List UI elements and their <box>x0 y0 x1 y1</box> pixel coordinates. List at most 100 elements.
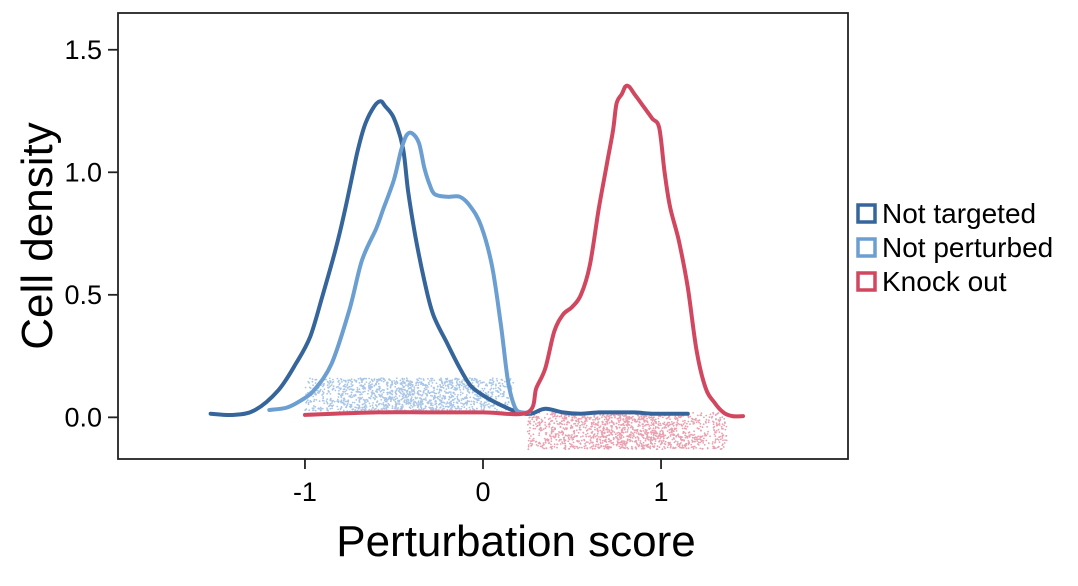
jitter-point <box>619 419 622 422</box>
jitter-point <box>506 396 508 399</box>
jitter-point <box>632 433 635 435</box>
jitter-point <box>643 416 646 418</box>
jitter-point <box>437 409 440 411</box>
jitter-point <box>647 438 650 441</box>
jitter-point <box>442 401 445 404</box>
jitter-point <box>433 395 436 398</box>
jitter-point <box>568 447 571 450</box>
jitter-point <box>476 395 479 398</box>
jitter-point <box>631 447 634 450</box>
jitter-point <box>447 385 450 388</box>
jitter-point <box>470 403 472 406</box>
jitter-point <box>721 423 724 425</box>
jitter-point <box>690 433 693 436</box>
jitter-point <box>385 400 388 403</box>
jitter-point <box>443 396 446 399</box>
jitter-point <box>412 403 415 406</box>
jitter-point <box>485 401 487 404</box>
jitter-point <box>580 439 583 442</box>
jitter-point <box>577 423 579 425</box>
jitter-point <box>484 384 487 387</box>
jitter-point <box>400 408 403 411</box>
jitter-point <box>575 417 577 419</box>
jitter-point <box>695 438 698 441</box>
jitter-point <box>642 423 644 426</box>
jitter-point <box>319 409 322 412</box>
jitter-point <box>601 439 604 442</box>
jitter-point <box>497 386 500 389</box>
jitter-point <box>615 422 618 425</box>
jitter-point <box>662 416 664 419</box>
jitter-point <box>498 395 500 397</box>
jitter-point <box>660 429 663 432</box>
jitter-point <box>661 448 664 451</box>
jitter-point <box>375 396 378 398</box>
jitter-point <box>393 380 396 382</box>
jitter-point <box>582 422 584 424</box>
jitter-point <box>492 405 495 407</box>
jitter-point <box>394 398 397 401</box>
jitter-point <box>482 404 485 407</box>
jitter-point <box>481 387 484 390</box>
jitter-point <box>527 448 530 451</box>
jitter-point <box>322 400 325 402</box>
jitter-point <box>467 386 470 389</box>
jitter-point <box>594 445 597 447</box>
jitter-point <box>496 379 499 382</box>
jitter-point <box>703 432 706 435</box>
jitter-point <box>618 433 621 436</box>
jitter-point <box>336 377 339 380</box>
jitter-point <box>642 417 645 420</box>
jitter-point <box>321 390 324 393</box>
jitter-point <box>567 420 569 423</box>
jitter-point <box>700 412 703 415</box>
jitter-point <box>632 415 634 418</box>
jitter-point <box>368 396 370 399</box>
jitter-point <box>398 399 401 402</box>
jitter-point <box>390 383 393 386</box>
jitter-point <box>368 382 370 385</box>
jitter-point <box>526 430 529 433</box>
jitter-point <box>531 442 533 445</box>
jitter-point <box>552 416 554 418</box>
jitter-point <box>585 433 587 436</box>
jitter-point <box>368 402 371 405</box>
jitter-point <box>723 442 726 444</box>
jitter-point <box>498 388 501 390</box>
jitter-point <box>477 385 480 388</box>
jitter-point <box>480 408 483 410</box>
jitter-point <box>416 391 419 393</box>
jitter-point <box>594 435 597 438</box>
jitter-point <box>446 401 449 403</box>
jitter-point <box>653 416 655 419</box>
jitter-point <box>495 397 497 400</box>
jitter-point <box>654 440 657 442</box>
jitter-point <box>406 379 409 381</box>
jitter-point <box>533 416 535 419</box>
jitter-point <box>376 380 379 383</box>
jitter-point <box>450 407 452 410</box>
jitter-point <box>449 391 452 394</box>
jitter-point <box>446 405 448 408</box>
jitter-point <box>624 427 626 429</box>
jitter-point <box>658 440 660 443</box>
jitter-point <box>599 414 602 416</box>
jitter-point <box>570 424 573 427</box>
jitter-point <box>695 417 697 420</box>
jitter-point <box>646 417 648 420</box>
jitter-point <box>462 378 465 381</box>
jitter-point <box>585 435 588 438</box>
jitter-point <box>339 382 341 385</box>
jitter-point <box>676 421 679 424</box>
jitter-point <box>377 378 380 381</box>
jitter-point <box>650 433 653 435</box>
jitter-point <box>307 399 309 401</box>
jitter-point <box>672 424 675 427</box>
jitter-point <box>641 447 643 450</box>
jitter-point <box>550 430 553 433</box>
jitter-point <box>626 446 628 449</box>
jitter-point <box>357 378 360 380</box>
jitter-point <box>433 392 436 394</box>
jitter-point <box>701 439 703 442</box>
jitter-point <box>404 381 406 384</box>
